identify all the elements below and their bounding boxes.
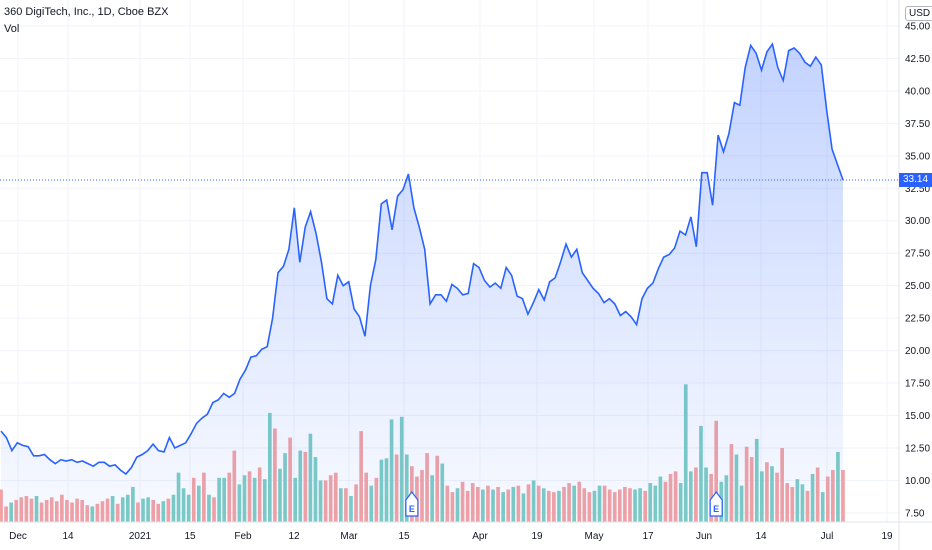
x-tick-label: Mar	[340, 531, 358, 542]
y-tick-label: 7.50	[905, 508, 925, 519]
x-tick-label: Apr	[472, 531, 488, 542]
x-tick-label: Jun	[696, 531, 712, 542]
currency-badge[interactable]: USD	[905, 6, 932, 21]
y-tick-label: 35.00	[905, 151, 930, 162]
y-tick-label: 40.00	[905, 86, 930, 97]
x-tick-label: Dec	[9, 531, 27, 542]
x-tick-label: 17	[642, 531, 654, 542]
y-tick-label: 10.00	[905, 476, 930, 487]
y-tick-label: 20.00	[905, 346, 930, 357]
x-tick-label: 2021	[129, 531, 152, 542]
price-area-fill	[1, 44, 843, 522]
x-tick-label: 15	[398, 531, 410, 542]
y-tick-label: 32.50	[905, 184, 930, 195]
time-axis[interactable]: Dec 14 2021 15 Feb 12 Mar 15 Apr 19 May 17 Jun 14 Jul 1…	[0, 521, 932, 542]
symbol-title: 360 DigiTech, Inc., 1D, Cboe BZX	[4, 6, 169, 18]
y-tick-label: 37.50	[905, 119, 930, 130]
y-tick-label: 27.50	[905, 249, 930, 260]
y-tick-label: 30.00	[905, 216, 930, 227]
last-price-tag: 33.14	[899, 172, 932, 187]
earnings-marker-icon[interactable]: E	[709, 491, 723, 517]
y-tick-label: 15.00	[905, 411, 930, 422]
y-tick-label: 45.00	[905, 21, 930, 32]
volume-label: Vol	[4, 23, 20, 35]
x-tick-label: 19	[531, 531, 543, 542]
x-tick-label: 19	[881, 531, 893, 542]
y-tick-label: 42.50	[905, 54, 930, 65]
earnings-marker-label: E	[713, 504, 719, 514]
price-axis[interactable]: 7.50 10.00 12.50 15.00 17.50 20.00 22.50 25.00 2…	[898, 0, 930, 550]
price-line	[0, 42, 844, 476]
x-tick-label: May	[585, 531, 604, 542]
earnings-marker-label: E	[409, 504, 415, 514]
y-tick-label: 22.50	[905, 314, 930, 325]
earnings-marker-icon[interactable]: E	[405, 491, 419, 517]
x-tick-label: 15	[184, 531, 196, 542]
x-tick-label: 14	[755, 531, 767, 542]
x-tick-label: 12	[288, 531, 300, 542]
x-tick-label: Jul	[821, 531, 834, 542]
y-tick-label: 17.50	[905, 379, 930, 390]
x-tick-label: Feb	[234, 531, 252, 542]
y-tick-label: 25.00	[905, 281, 930, 292]
y-tick-label: 12.50	[905, 443, 930, 454]
x-tick-label: 14	[62, 531, 74, 542]
